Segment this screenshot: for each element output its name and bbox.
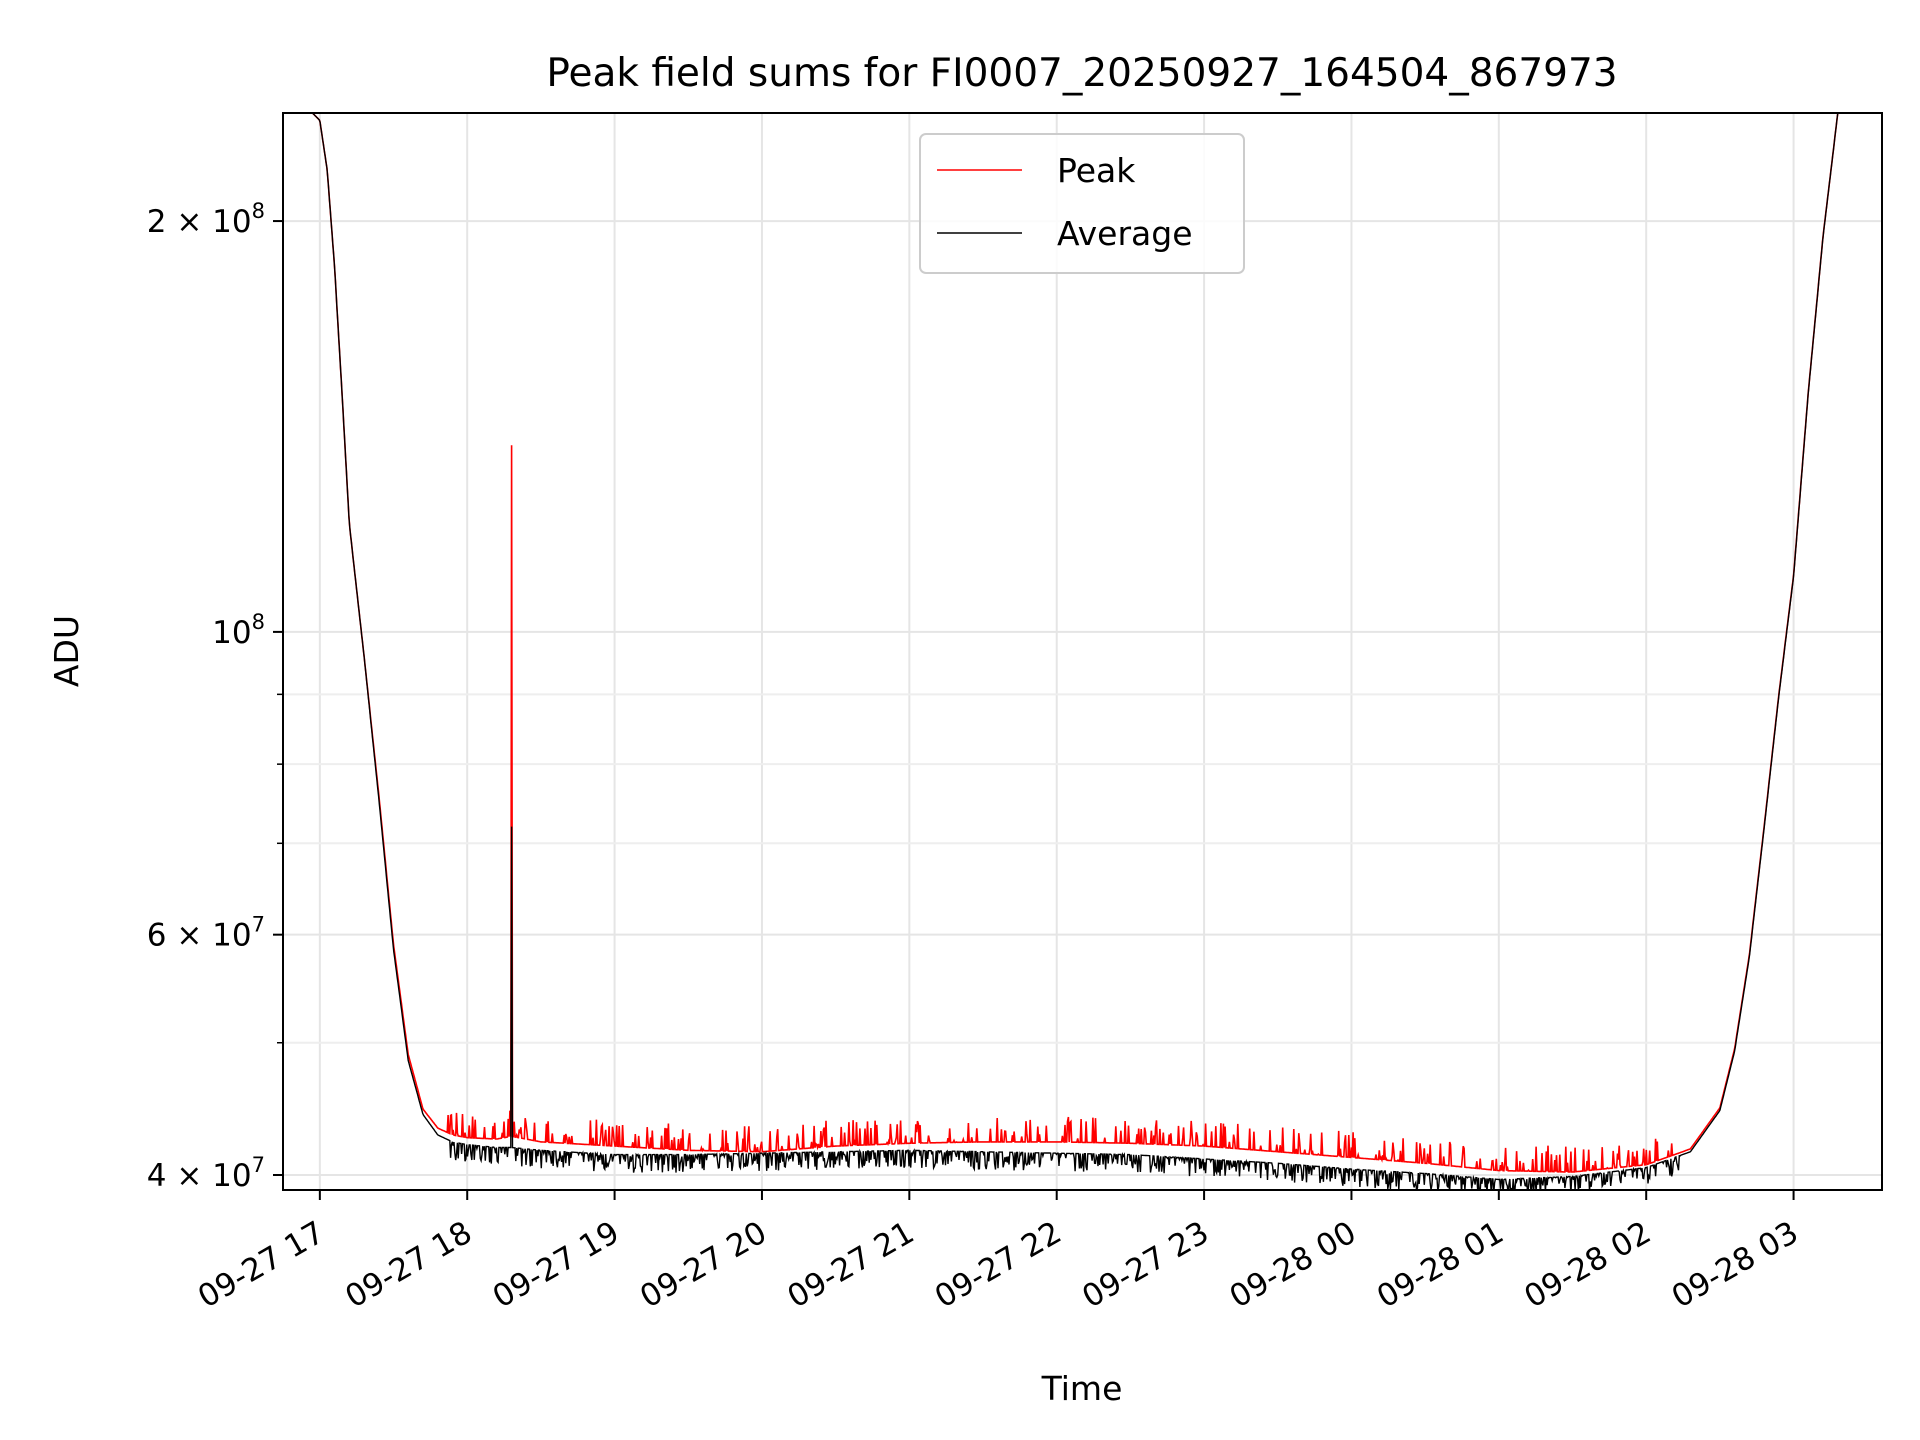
x-tick-label: 09-27 20 [634, 1215, 773, 1316]
x-tick-label: 09-27 17 [192, 1215, 331, 1316]
x-tick-label: 09-27 19 [487, 1215, 626, 1316]
y-tick-label: 6 × 107 [147, 913, 265, 954]
series-layer [311, 113, 1839, 1190]
y-tick-label: 2 × 108 [147, 199, 265, 240]
legend: Peak Average [919, 133, 1245, 274]
legend-frame [919, 133, 1245, 274]
y-tick-label: 108 [212, 610, 265, 651]
x-tick-label: 09-28 01 [1371, 1215, 1510, 1316]
grid [283, 113, 1882, 1190]
chart-title: Peak field sums for FI0007_20250927_1645… [546, 51, 1617, 96]
x-tick-label: 09-28 00 [1224, 1215, 1363, 1316]
legend-label-peak: Peak [1057, 151, 1136, 190]
x-tick-label: 09-27 22 [929, 1215, 1068, 1316]
x-tick-label: 09-28 03 [1666, 1215, 1805, 1316]
y-tick-label: 4 × 107 [147, 1153, 265, 1194]
x-axis-label: Time [1041, 1369, 1123, 1408]
plot-frame [282, 112, 1883, 1191]
x-tick-label: 09-28 02 [1518, 1215, 1657, 1316]
y-axis-label: ADU [47, 615, 86, 687]
x-tick-label: 09-27 23 [1076, 1215, 1215, 1316]
legend-label-average: Average [1057, 214, 1193, 253]
series-line-average [311, 113, 1839, 1190]
x-axis: 09-27 17 09-27 18 09-27 19 09-27 20 09-27 21… [192, 1190, 1804, 1315]
x-tick-label: 09-27 18 [339, 1215, 478, 1316]
x-tick-label: 09-27 21 [781, 1215, 920, 1316]
series-line-peak [311, 113, 1839, 1173]
y-axis: 4 × 107 6 × 107 108 2 × 108 [147, 199, 283, 1194]
